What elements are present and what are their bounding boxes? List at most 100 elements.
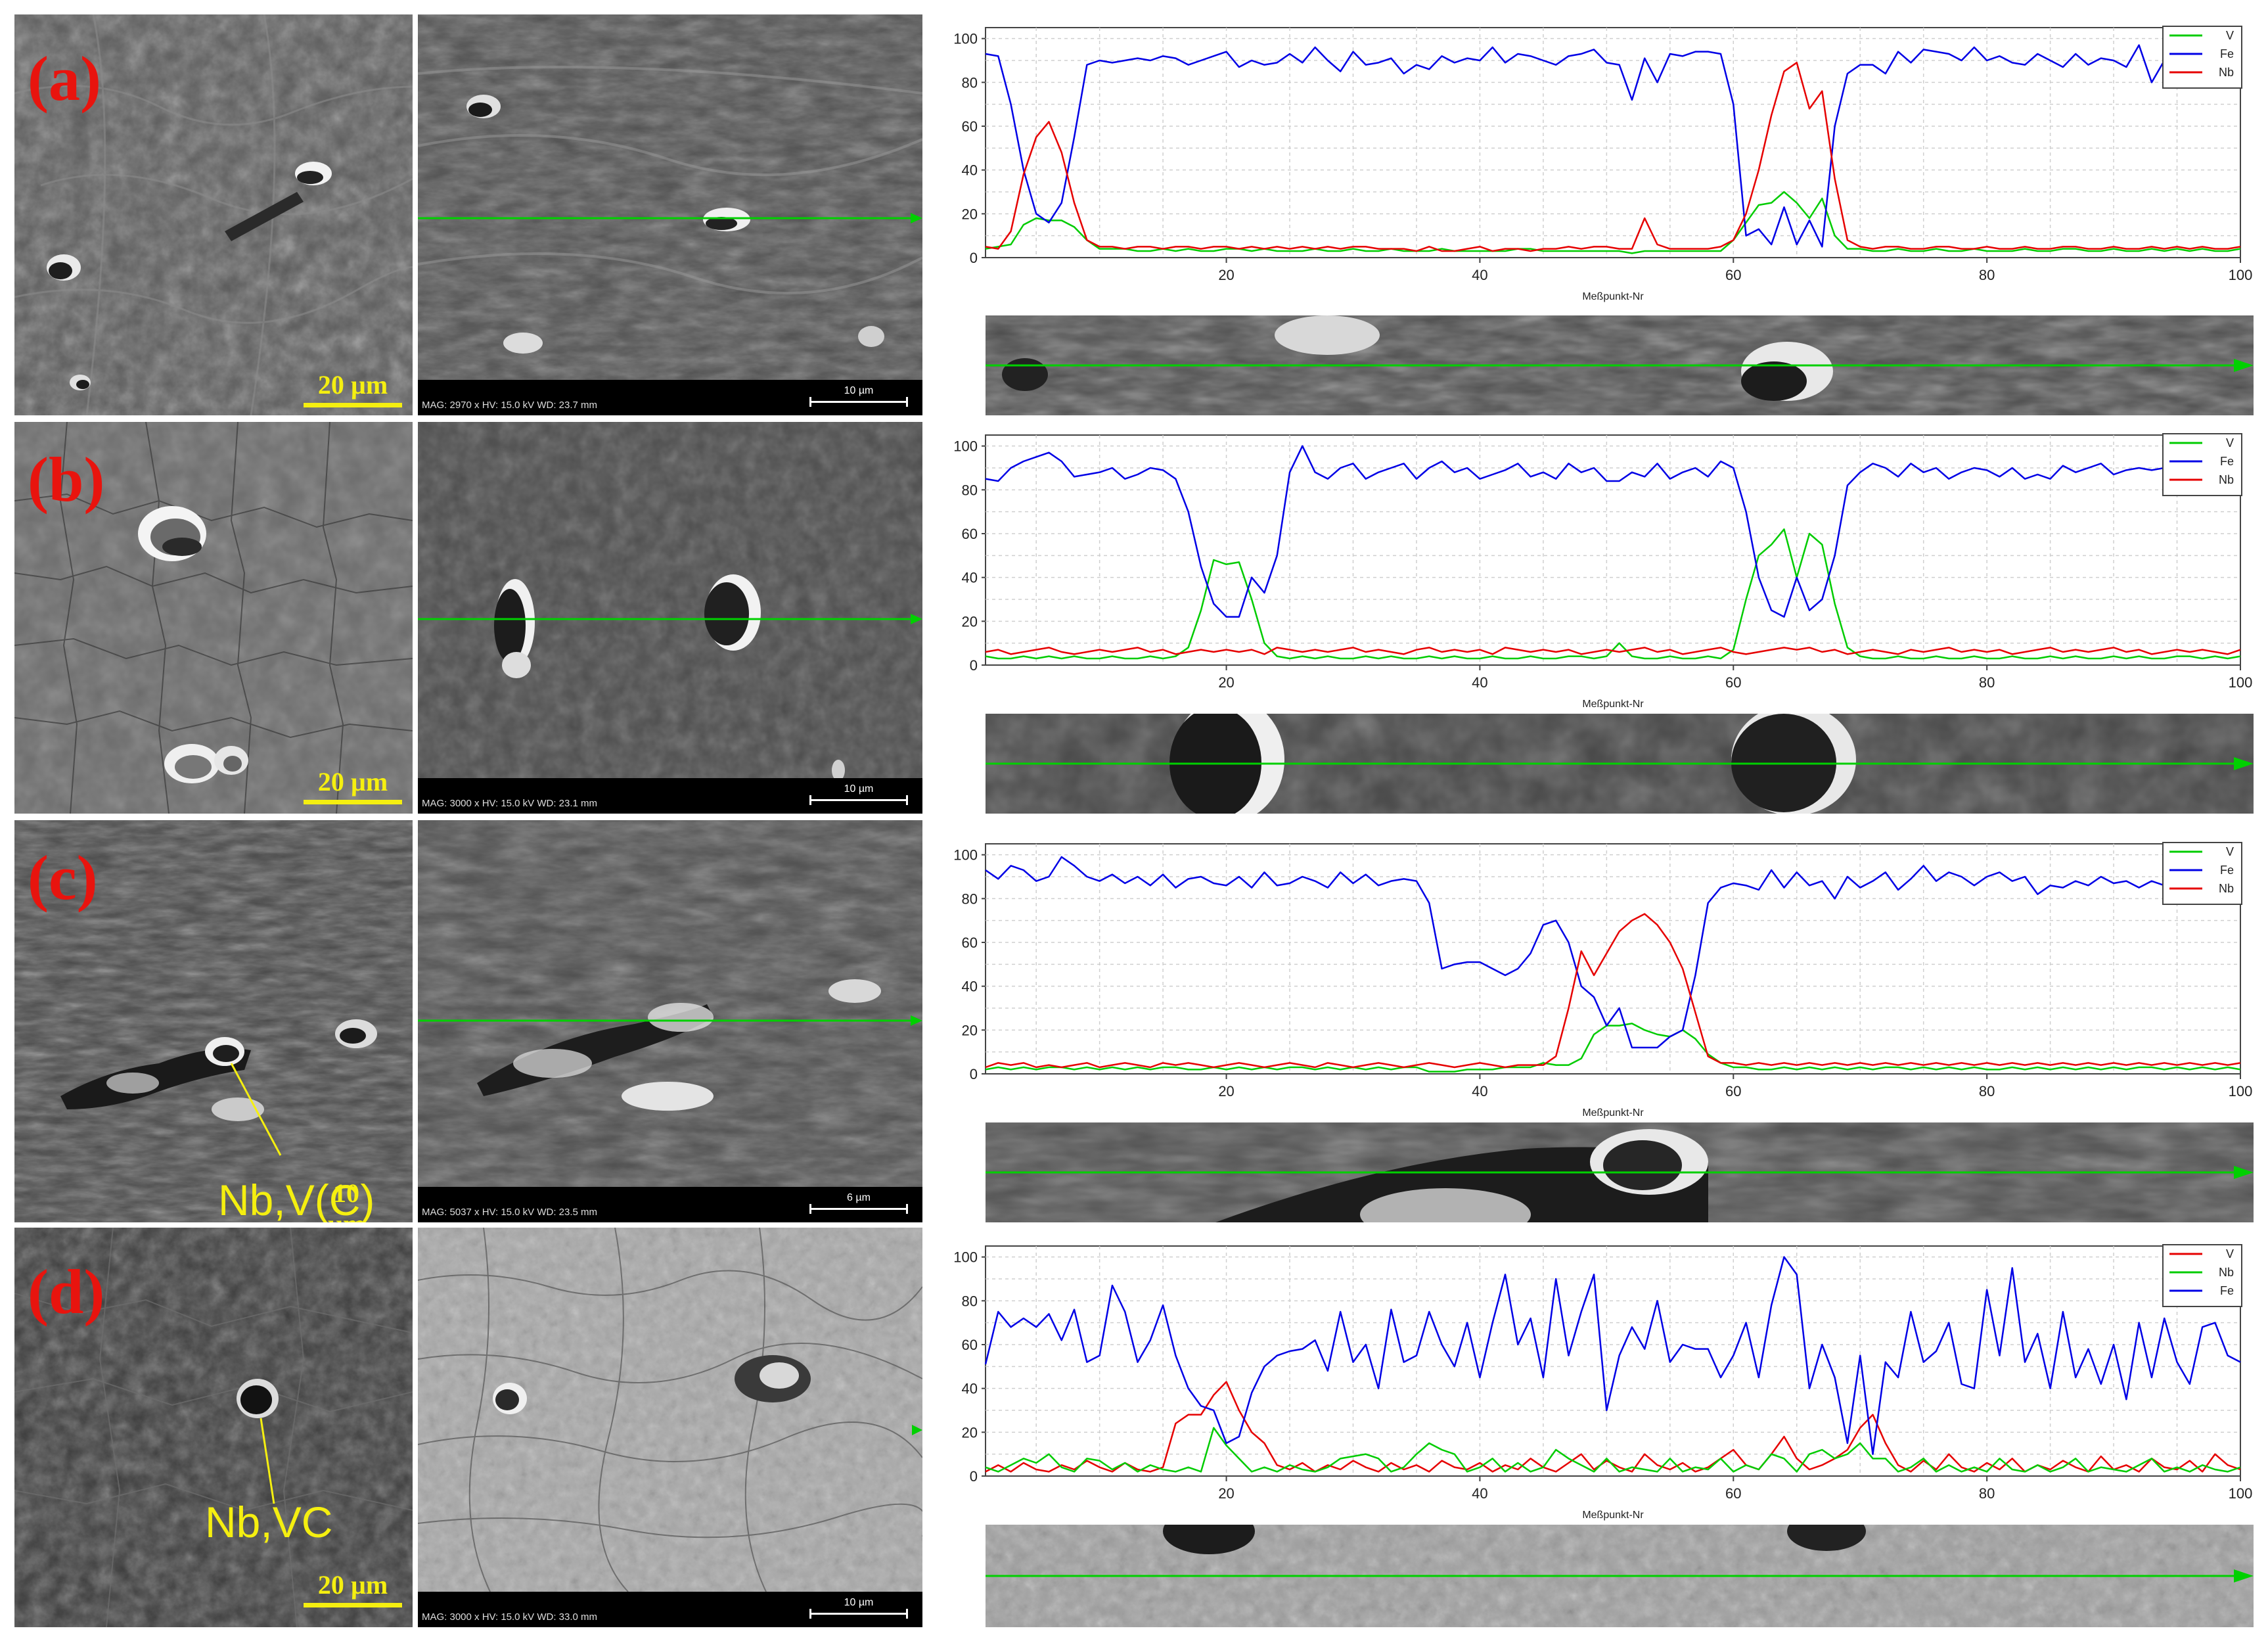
sem-texture-b-right xyxy=(418,422,922,778)
scale-bar-b-text: 20 µm xyxy=(317,767,388,797)
sem-scale-d-line xyxy=(809,1609,908,1619)
panel-label-c: (c) xyxy=(28,843,98,913)
legend-box xyxy=(2162,1244,2242,1307)
x-tick-label: 80 xyxy=(1979,267,1995,283)
sem-image-d-left: (d) Nb,VC 20 µm xyxy=(14,1228,413,1627)
y-tick-label: 80 xyxy=(962,890,978,907)
legend-label-fe: Fe xyxy=(2220,864,2234,877)
series-line-v xyxy=(985,528,2241,660)
x-tick-label: 60 xyxy=(1725,674,1741,691)
legend-label-nb: Nb xyxy=(2219,882,2234,895)
scale-bar-b-line xyxy=(304,800,402,804)
y-tick-label: 20 xyxy=(962,1022,978,1038)
series-line-v xyxy=(985,1023,2241,1073)
sem-databar-a: MAG: 2970 x HV: 15.0 kV WD: 23.7 mm 10 µ… xyxy=(418,380,922,415)
plot-area xyxy=(985,1245,2241,1477)
scale-bar-d-text: 20 µm xyxy=(317,1570,388,1600)
y-tick-label: 60 xyxy=(962,118,978,135)
x-tick-label: 20 xyxy=(1218,1485,1234,1502)
sem-image-d-right: MAG: 3000 x HV: 15.0 kV WD: 33.0 mm 10 µ… xyxy=(418,1228,922,1627)
legend-box xyxy=(2162,842,2242,905)
scale-bar-a-line xyxy=(304,403,402,407)
sem-texture-c-right xyxy=(418,820,922,1187)
y-tick-label: 40 xyxy=(962,570,978,586)
legend-label-fe: Fe xyxy=(2220,455,2234,468)
series-line-nb xyxy=(985,913,2241,1069)
panel-label-d: (d) xyxy=(28,1257,105,1327)
sem-scale-c-text: 6 µm xyxy=(847,1192,871,1203)
sem-texture-a-right xyxy=(418,14,922,380)
line-chart-c: 0 20 40 60 80 100 20 40 60 80 100 Meßpunkt-Nr V Fe Nb xyxy=(953,842,2252,1119)
sem-databar-d: MAG: 3000 x HV: 15.0 kV WD: 33.0 mm 10 µ… xyxy=(418,1592,922,1627)
y-tick-label: 100 xyxy=(953,847,978,864)
sem-scale-b: 10 µm xyxy=(809,783,908,805)
chart-b: 0 20 40 60 80 100 20 40 60 80 100 Meßpunkt-Nr V Fe Nb xyxy=(933,422,2254,711)
x-tick-label: 40 xyxy=(1472,1485,1487,1502)
y-tick-label: 20 xyxy=(962,206,978,222)
legend-box xyxy=(2162,433,2242,496)
sem-texture-c-left xyxy=(14,820,413,1222)
profile-arrow-d xyxy=(912,1425,922,1435)
x-tick-label: 20 xyxy=(1218,674,1234,691)
sem-scale-b-line xyxy=(809,795,908,805)
sem-scale-a: 10 µm xyxy=(809,385,908,407)
x-tick-label: 100 xyxy=(2229,1485,2253,1502)
legend-label-v: V xyxy=(2226,29,2234,42)
line-chart-d: 0 20 40 60 80 100 20 40 60 80 100 Meßpunkt-Nr V Nb Fe xyxy=(953,1244,2253,1521)
y-tick-label: 0 xyxy=(970,1468,978,1485)
profile-line-c xyxy=(418,1015,922,1026)
chart-c: 0 20 40 60 80 100 20 40 60 80 100 Meßpunkt-Nr V Fe Nb xyxy=(933,831,2254,1120)
sem-databar-b: MAG: 3000 x HV: 15.0 kV WD: 23.1 mm 10 µ… xyxy=(418,778,922,814)
strip-texture-c xyxy=(986,1122,2254,1222)
sem-scale-d: 10 µm xyxy=(809,1597,908,1619)
y-tick-label: 60 xyxy=(962,1337,978,1353)
x-tick-label: 80 xyxy=(1979,674,1995,691)
scale-bar-d-line xyxy=(304,1603,402,1607)
y-tick-label: 80 xyxy=(962,482,978,498)
series-line-fe xyxy=(984,1256,2241,1455)
panel-label-a: (a) xyxy=(28,43,101,114)
legend-label-v: V xyxy=(2226,1247,2234,1260)
y-tick-label: 40 xyxy=(962,1381,978,1397)
legend-label-fe: Fe xyxy=(2220,47,2234,60)
x-tick-label: 100 xyxy=(2229,267,2253,283)
y-tick-label: 100 xyxy=(953,31,978,47)
y-tick-label: 20 xyxy=(962,1424,978,1441)
strip-texture-b xyxy=(986,714,2254,814)
legend-label-v: V xyxy=(2226,436,2234,450)
panel-label-b: (b) xyxy=(28,444,105,515)
sem-info-a: MAG: 2970 x HV: 15.0 kV WD: 23.7 mm xyxy=(422,400,598,411)
x-tick-label: 80 xyxy=(1979,1485,1995,1502)
x-tick-label: 20 xyxy=(1218,1083,1234,1099)
chart-a: 0 20 40 60 80 100 20 40 60 80 100 Meßpunkt-Nr V Fe Nb xyxy=(933,14,2254,304)
sem-scale-c-line xyxy=(809,1204,908,1214)
legend-label-nb: Nb xyxy=(2219,473,2234,486)
profile-strip-d xyxy=(986,1525,2254,1627)
sem-info-d: MAG: 3000 x HV: 15.0 kV WD: 33.0 mm xyxy=(422,1611,598,1623)
strip-texture-d xyxy=(986,1525,2254,1627)
series-line-fe xyxy=(985,445,2241,618)
y-tick-label: 60 xyxy=(962,526,978,542)
series-line-nb xyxy=(985,62,2241,252)
sem-scale-d-text: 10 µm xyxy=(844,1597,874,1608)
legend-box xyxy=(2162,26,2242,89)
y-tick-label: 0 xyxy=(970,1066,978,1082)
sem-scale-a-line xyxy=(809,397,908,407)
profile-strip-b xyxy=(986,714,2254,814)
y-tick-label: 80 xyxy=(962,1293,978,1309)
legend-label-nb: Nb xyxy=(2219,1266,2234,1279)
sem-scale-c: 6 µm xyxy=(809,1192,908,1214)
profile-strip-a xyxy=(986,315,2254,415)
sem-scale-a-text: 10 µm xyxy=(844,385,874,396)
x-axis-label: Meßpunkt-Nr xyxy=(1582,1107,1644,1119)
series-line-fe xyxy=(985,44,2241,248)
x-tick-label: 40 xyxy=(1472,1083,1487,1099)
series-line-v xyxy=(985,191,2241,254)
sem-image-b-right: MAG: 3000 x HV: 15.0 kV WD: 23.1 mm 10 µ… xyxy=(418,422,922,814)
x-tick-label: 60 xyxy=(1725,1083,1741,1099)
y-tick-label: 40 xyxy=(962,979,978,995)
y-tick-label: 0 xyxy=(970,250,978,266)
phase-label-d: Nb,VC xyxy=(205,1498,333,1546)
scale-bar-c: 10 µm xyxy=(317,1178,376,1222)
sem-texture-b-left xyxy=(14,422,413,814)
